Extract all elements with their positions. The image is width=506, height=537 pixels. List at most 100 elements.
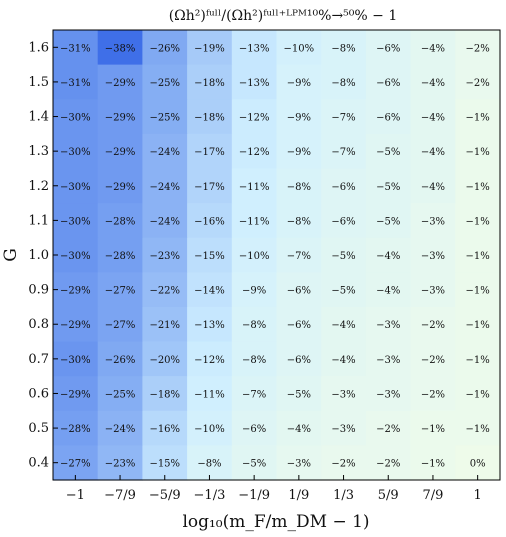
heatmap-cell xyxy=(410,306,456,343)
heatmap-cell-label: −2% xyxy=(376,459,400,470)
heatmap-cell xyxy=(53,272,99,308)
heatmap-cell xyxy=(365,306,412,343)
heatmap-cell xyxy=(142,99,188,135)
heatmap-cell-label: −6% xyxy=(331,182,355,193)
heatmap-cell xyxy=(365,445,412,481)
heatmap-cell-label: −2% xyxy=(466,78,490,89)
heatmap-cell-label: −2% xyxy=(421,320,445,331)
heatmap-cell-label: −28% xyxy=(105,216,136,227)
y-tick-label: 0.6 xyxy=(28,386,49,401)
heatmap-cell-label: −1% xyxy=(421,459,445,470)
y-tick-label: 0.9 xyxy=(28,283,49,298)
heatmap-cell xyxy=(231,203,278,239)
heatmap-cell-label: −29% xyxy=(60,320,91,331)
heatmap-cell xyxy=(53,341,99,377)
y-tick-label: 0.4 xyxy=(28,456,49,471)
heatmap-cell xyxy=(187,237,233,273)
heatmap-cell-label: −2% xyxy=(376,424,400,435)
heatmap-cell-label: −5% xyxy=(376,147,400,158)
heatmap-cell xyxy=(53,99,99,135)
heatmap-cell xyxy=(276,341,322,377)
heatmap-cell xyxy=(455,168,501,204)
heatmap-cells: −31% −38% −26% −19% −13% −10% −8% −6% −4% −2% −31%… xyxy=(53,30,501,481)
heatmap-cell-label: −6% xyxy=(376,113,400,124)
heatmap-cell xyxy=(455,99,501,135)
heatmap-cell xyxy=(142,445,188,481)
heatmap-cell xyxy=(455,306,501,343)
heatmap-cell-label: −5% xyxy=(287,389,311,400)
heatmap-cell-label: −8% xyxy=(331,43,355,54)
heatmap-cell xyxy=(276,237,322,273)
heatmap-cell-label: −30% xyxy=(60,216,91,227)
y-tick-label: 0.8 xyxy=(28,317,49,332)
heatmap-cell-label: −18% xyxy=(194,113,225,124)
heatmap-cell xyxy=(97,99,143,135)
heatmap-cell-label: −12% xyxy=(239,113,270,124)
heatmap-cell xyxy=(142,306,188,343)
heatmap-cell-label: −29% xyxy=(105,78,136,89)
heatmap-cell xyxy=(142,237,188,273)
x-tick-label: −1/3 xyxy=(194,488,226,503)
x-tick-label: −7/9 xyxy=(104,488,136,503)
heatmap-cell xyxy=(53,168,99,204)
heatmap-cell-label: −17% xyxy=(194,182,225,193)
heatmap-cell-label: −29% xyxy=(105,182,136,193)
heatmap-cell xyxy=(455,376,501,412)
heatmap-cell xyxy=(276,203,322,239)
y-axis-title: G xyxy=(1,248,21,262)
heatmap-cell xyxy=(455,203,501,239)
heatmap-cell xyxy=(97,306,143,343)
heatmap-cell xyxy=(142,168,188,204)
heatmap-cell xyxy=(97,133,143,170)
heatmap-cell xyxy=(97,203,143,239)
heatmap-cell-label: −1% xyxy=(466,320,490,331)
heatmap-cell xyxy=(231,30,278,66)
x-tick-label: 1 xyxy=(474,488,482,503)
x-tick-label: 5/9 xyxy=(378,488,399,503)
heatmap-cell xyxy=(455,410,501,446)
heatmap-cell xyxy=(53,64,99,100)
heatmap-cell-label: −4% xyxy=(421,182,445,193)
heatmap-cell-label: −17% xyxy=(194,147,225,158)
heatmap-cell-label: −5% xyxy=(376,216,400,227)
heatmap-cell xyxy=(97,30,143,66)
heatmap-cell xyxy=(97,341,143,377)
heatmap-cell xyxy=(276,445,322,481)
heatmap-cell-label: −25% xyxy=(149,78,180,89)
heatmap-cell xyxy=(231,272,278,308)
heatmap-cell xyxy=(187,203,233,239)
heatmap-cell-label: −8% xyxy=(287,182,311,193)
heatmap-cell xyxy=(187,306,233,343)
heatmap-cell-label: −3% xyxy=(287,459,311,470)
heatmap-cell xyxy=(365,30,412,66)
y-tick-label: 1.5 xyxy=(28,75,49,90)
heatmap-cell xyxy=(410,410,456,446)
heatmap-cell-label: −24% xyxy=(149,147,180,158)
heatmap-cell-label: −1% xyxy=(466,286,490,297)
heatmap-cell-label: −3% xyxy=(421,251,445,262)
heatmap-cell-label: −5% xyxy=(331,286,355,297)
heatmap-cell xyxy=(455,445,501,481)
heatmap-cell-label: −20% xyxy=(149,355,180,366)
heatmap-cell xyxy=(53,237,99,273)
heatmap-cell xyxy=(365,99,412,135)
heatmap-cell xyxy=(410,376,456,412)
heatmap-cell xyxy=(410,99,456,135)
heatmap-cell xyxy=(410,64,456,100)
heatmap-cell-label: −3% xyxy=(376,355,400,366)
heatmap-cell-label: −26% xyxy=(105,355,136,366)
y-tick-label: 0.5 xyxy=(28,421,49,436)
heatmap-cell xyxy=(365,168,412,204)
heatmap-cell xyxy=(187,168,233,204)
heatmap-cell xyxy=(53,376,99,412)
heatmap-cell-label: −3% xyxy=(376,389,400,400)
heatmap-cell xyxy=(321,168,367,204)
heatmap-cell xyxy=(410,445,456,481)
heatmap-cell-label: −16% xyxy=(149,424,180,435)
heatmap-cell-label: −19% xyxy=(194,43,225,54)
heatmap-cell xyxy=(321,30,367,66)
heatmap-cell xyxy=(455,341,501,377)
heatmap-cell-label: −1% xyxy=(466,182,490,193)
heatmap-cell xyxy=(276,410,322,446)
y-tick-label: 1.6 xyxy=(28,40,49,55)
